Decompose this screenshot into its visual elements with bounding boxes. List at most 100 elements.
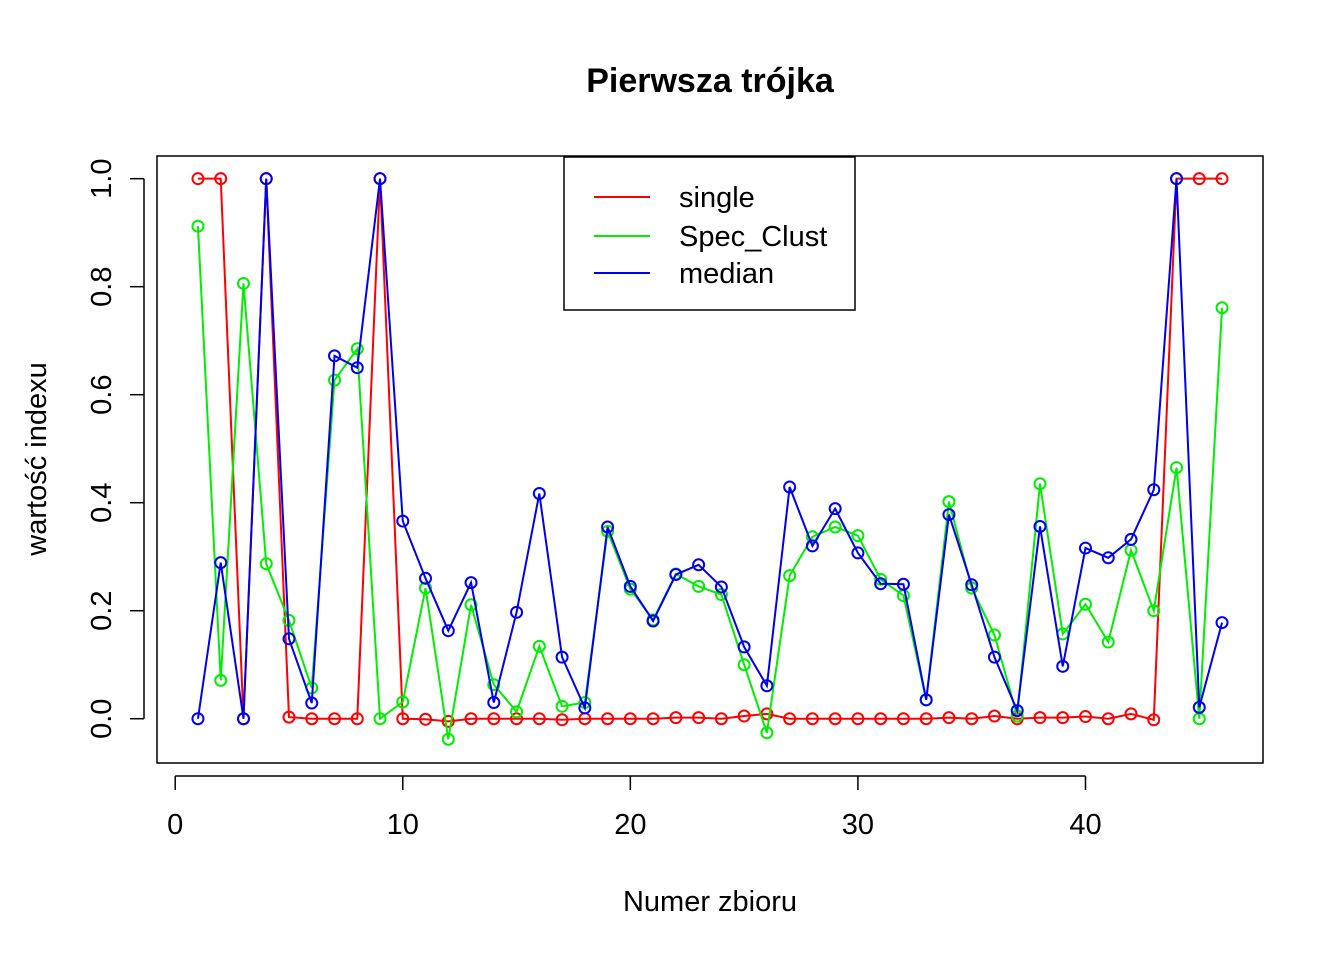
data-point-single [214, 172, 228, 186]
x-tick-label: 30 [842, 809, 874, 841]
data-point-median [942, 508, 956, 522]
data-point-spec-clust [737, 658, 751, 672]
data-point-spec-clust [419, 581, 433, 595]
x-axis-label: Numer zbioru [623, 886, 797, 918]
series-line-median [196, 178, 1224, 719]
data-point-single [965, 712, 979, 726]
data-point-median [214, 556, 228, 570]
data-point-median [783, 480, 797, 494]
legend-label-spec-clust: Spec_Clust [679, 221, 827, 253]
series-line-single [197, 177, 1223, 723]
data-point-spec-clust [942, 495, 956, 509]
data-point-spec-clust [555, 699, 569, 713]
data-point-median [851, 546, 865, 560]
data-point-median [896, 577, 910, 591]
data-point-median [1215, 616, 1229, 630]
data-point-single [919, 712, 933, 726]
data-point-median [919, 693, 933, 707]
y-tick-label: 0.2 [86, 591, 118, 631]
series-line-spec-clust [196, 226, 1224, 740]
data-point-spec-clust [692, 579, 706, 593]
data-point-median [1124, 532, 1138, 546]
data-point-spec-clust [236, 276, 250, 290]
data-point-spec-clust [601, 524, 615, 538]
data-point-single [464, 712, 478, 726]
data-point-spec-clust [328, 373, 342, 387]
data-point-median [1147, 483, 1161, 497]
series-layer [191, 172, 1229, 746]
data-point-median [1192, 700, 1206, 714]
data-point-spec-clust [1078, 597, 1092, 611]
data-point-single [396, 712, 410, 726]
data-point-spec-clust [441, 732, 455, 746]
data-point-single [419, 712, 433, 726]
data-point-median [760, 679, 774, 693]
data-point-median [987, 650, 1001, 664]
data-point-single [783, 712, 797, 726]
data-point-median [487, 696, 501, 710]
data-point-single [601, 712, 615, 726]
data-point-median [555, 650, 569, 664]
data-point-spec-clust [396, 695, 410, 709]
y-tick-label: 1.0 [86, 159, 118, 199]
data-point-single [441, 714, 455, 728]
data-point-single [1078, 710, 1092, 724]
y-tick-label: 0.0 [86, 699, 118, 739]
data-point-median [646, 614, 660, 628]
data-point-single [555, 713, 569, 727]
data-point-single [1215, 172, 1229, 186]
data-point-single [1033, 711, 1047, 725]
data-point-median [578, 701, 592, 715]
data-point-single [805, 712, 819, 726]
x-tick-label: 0 [167, 809, 183, 841]
data-point-median [419, 571, 433, 585]
data-point-median [305, 696, 319, 710]
data-point-spec-clust [373, 712, 387, 726]
chart-title: Pierwsza trójka [586, 62, 835, 100]
data-point-median [601, 520, 615, 534]
data-point-single [874, 712, 888, 726]
legend-box [563, 156, 856, 311]
data-point-single [191, 172, 205, 186]
y-axis: 0.0 0.2 0.4 0.6 0.8 1.0 [86, 159, 145, 739]
data-point-median [373, 172, 387, 186]
series-median [191, 172, 1229, 726]
legend-label-single: single [679, 182, 755, 214]
data-point-spec-clust [259, 557, 273, 571]
data-point-single [692, 711, 706, 725]
data-point-median [441, 624, 455, 638]
data-point-median [464, 576, 478, 590]
data-point-median [191, 712, 205, 726]
data-point-single [1056, 711, 1070, 725]
data-point-median [805, 539, 819, 553]
data-point-median [965, 578, 979, 592]
y-tick-label: 0.4 [86, 483, 118, 523]
data-point-median [259, 172, 273, 186]
data-point-spec-clust [1170, 461, 1184, 475]
data-point-single [282, 710, 296, 724]
data-point-median [1033, 519, 1047, 533]
data-point-median [532, 487, 546, 501]
data-point-spec-clust [851, 529, 865, 543]
data-point-single [646, 712, 660, 726]
data-point-spec-clust [783, 569, 797, 583]
data-point-spec-clust [191, 219, 205, 233]
data-point-spec-clust [1033, 477, 1047, 491]
data-point-single [1124, 707, 1138, 721]
y-tick-label: 0.6 [86, 375, 118, 415]
data-point-median [510, 605, 524, 619]
x-tick-label: 10 [387, 809, 419, 841]
legend-label-median: median [679, 258, 774, 290]
x-tick-label: 40 [1069, 809, 1101, 841]
data-point-median [328, 349, 342, 363]
data-point-single [669, 711, 683, 725]
data-point-spec-clust [350, 342, 364, 356]
data-point-single [350, 712, 364, 726]
data-point-single [851, 712, 865, 726]
data-point-median [236, 712, 250, 726]
data-point-spec-clust [828, 520, 842, 534]
x-axis: 0 10 20 30 40 [167, 775, 1102, 841]
data-point-single [828, 712, 842, 726]
data-point-median [623, 579, 637, 593]
